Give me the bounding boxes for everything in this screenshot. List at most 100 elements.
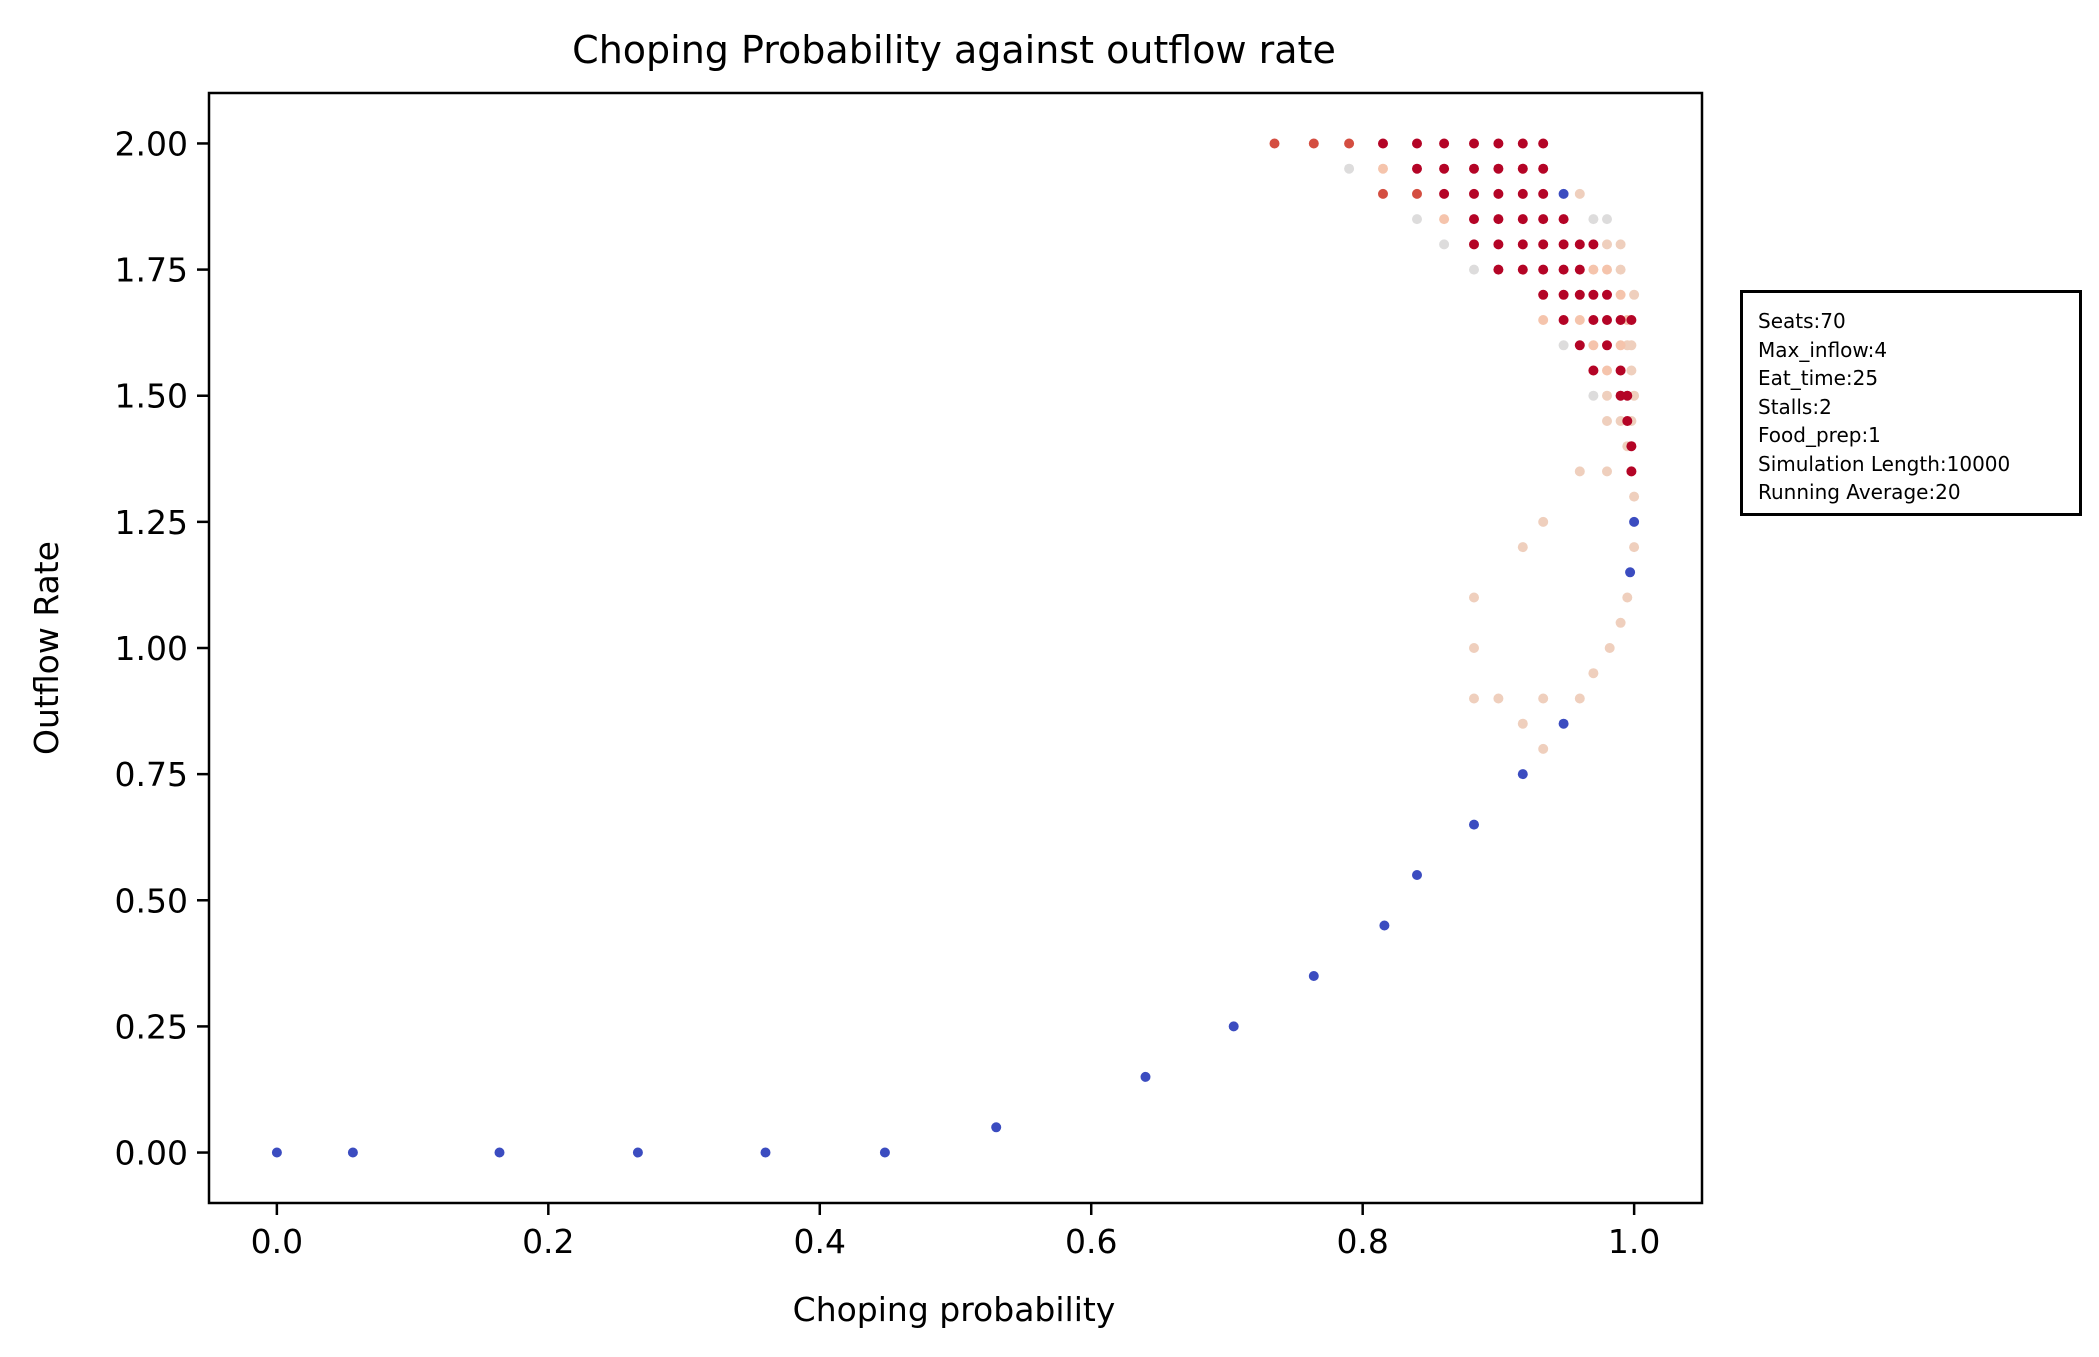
scatter-point	[1439, 188, 1450, 199]
annotation-eat-time: Eat_time:25	[1758, 366, 1879, 390]
scatter-point	[1625, 567, 1636, 578]
scatter-point	[1602, 214, 1612, 225]
scatter-point	[1517, 264, 1528, 275]
scatter-point	[1615, 340, 1626, 351]
scatter-point	[1558, 315, 1569, 325]
scatter-point	[1615, 315, 1626, 325]
scatter-point	[1493, 188, 1504, 199]
scatter-point	[1493, 163, 1504, 174]
annotation-seats: Seats:70	[1758, 309, 1846, 333]
scatter-point	[1615, 264, 1626, 275]
y-tick-label: 1.50	[115, 377, 188, 416]
scatter-point	[1558, 239, 1569, 250]
scatter-point	[1344, 163, 1355, 174]
annotation-stalls: Stalls:2	[1758, 394, 1832, 419]
scatter-point	[1558, 340, 1569, 351]
scatter-point	[1469, 188, 1479, 199]
scatter-point	[1574, 466, 1585, 477]
scatter-point	[1469, 163, 1479, 174]
scatter-point	[1517, 214, 1528, 225]
scatter-point	[1378, 188, 1388, 199]
y-tick-label: 2.00	[115, 124, 188, 163]
data-points	[271, 138, 1640, 1158]
scatter-point	[1469, 643, 1479, 653]
annotation-running-average: Running Average:20	[1758, 480, 1961, 504]
scatter-point	[1517, 239, 1528, 250]
scatter-point	[1538, 264, 1549, 275]
scatter-point	[1538, 315, 1549, 325]
scatter-point	[1588, 264, 1599, 275]
scatter-point	[632, 1147, 643, 1158]
x-tick-label: 0.0	[251, 1222, 303, 1261]
y-axis-ticks: 0.00 0.25 0.50 0.75 1.00 1.25 1.50 1.75 2.00	[115, 124, 209, 1173]
scatter-point	[1538, 163, 1549, 174]
scatter-point	[1615, 289, 1626, 300]
scatter-point	[1538, 138, 1549, 149]
scatter-point	[1517, 542, 1528, 553]
scatter-point	[1412, 214, 1422, 225]
scatter-point	[1574, 693, 1585, 704]
scatter-point	[1378, 138, 1388, 149]
scatter-point	[1538, 693, 1549, 704]
scatter-point	[1626, 340, 1637, 351]
scatter-point	[1588, 214, 1599, 225]
scatter-point	[1412, 870, 1422, 880]
scatter-point	[1538, 289, 1549, 300]
x-tick-label: 0.8	[1336, 1222, 1388, 1261]
scatter-point	[991, 1122, 1002, 1133]
scatter-point	[1469, 592, 1479, 603]
scatter-point	[1538, 516, 1549, 527]
x-axis-label: Choping probability	[793, 1290, 1116, 1329]
scatter-point	[1379, 920, 1390, 931]
scatter-point	[1602, 239, 1612, 250]
scatter-point	[1626, 466, 1637, 477]
scatter-point	[1439, 163, 1450, 174]
scatter-point	[1412, 138, 1422, 149]
annotation-simulation-length: Simulation Length:10000	[1758, 451, 2011, 476]
scatter-point	[1574, 315, 1585, 325]
scatter-point	[1228, 1021, 1239, 1032]
scatter-point	[1517, 718, 1528, 729]
scatter-point	[760, 1147, 771, 1158]
scatter-point	[1615, 617, 1626, 628]
parameters-annotation-box: Seats:70 Max_inflow:4 Eat_time:25 Stalls…	[1740, 290, 2082, 516]
scatter-point	[1558, 718, 1569, 729]
x-tick-label: 0.6	[1065, 1222, 1117, 1261]
scatter-point	[1602, 390, 1612, 401]
scatter-point	[1140, 1071, 1151, 1082]
scatter-point	[1439, 239, 1450, 250]
scatter-point	[1344, 138, 1355, 149]
scatter-point	[1493, 264, 1504, 275]
scatter-point	[1378, 163, 1388, 174]
scatter-point	[1517, 769, 1528, 780]
chart-title: Choping Probability against outflow rate	[572, 28, 1336, 72]
scatter-point	[1602, 416, 1612, 426]
scatter-point	[1615, 239, 1626, 250]
scatter-point	[1622, 416, 1633, 426]
scatter-point	[1602, 264, 1612, 275]
scatter-point	[1269, 138, 1280, 149]
scatter-point	[1626, 441, 1637, 452]
scatter-point	[347, 1147, 358, 1158]
scatter-point	[1626, 365, 1637, 376]
scatter-point	[1588, 668, 1599, 679]
scatter-point	[1574, 264, 1585, 275]
scatter-point	[1412, 163, 1422, 174]
y-tick-label: 0.50	[115, 881, 188, 920]
scatter-point	[1517, 138, 1528, 149]
scatter-point	[1493, 693, 1504, 704]
annotation-max-inflow: Max_inflow:4	[1758, 337, 1888, 362]
scatter-point	[1439, 214, 1450, 225]
scatter-point	[1469, 693, 1479, 704]
scatter-point	[1629, 289, 1640, 300]
scatter-point	[1602, 340, 1612, 351]
annotation-food-prep: Food_prep:1	[1758, 423, 1881, 447]
scatter-point	[1558, 289, 1569, 300]
scatter-point	[1622, 592, 1633, 603]
scatter-point	[1469, 819, 1479, 830]
scatter-point	[1602, 365, 1612, 376]
scatter-point	[1588, 315, 1599, 325]
scatter-point	[1588, 239, 1599, 250]
scatter-point	[1469, 138, 1479, 149]
